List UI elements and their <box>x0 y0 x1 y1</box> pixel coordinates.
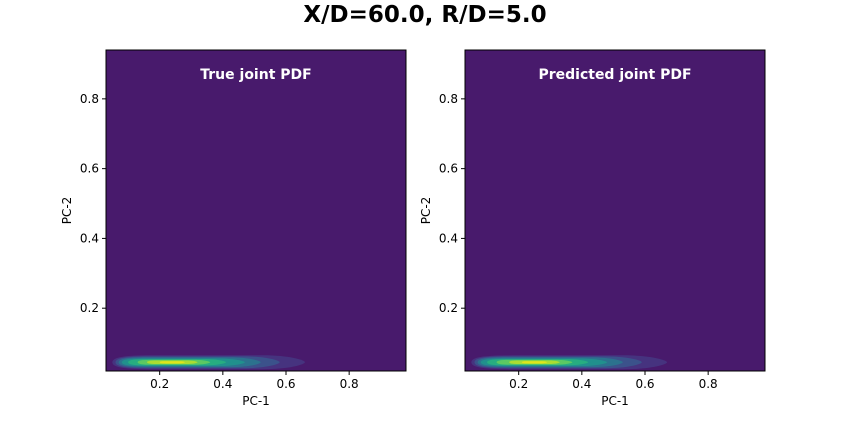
x-tick-label: 0.2 <box>509 377 528 391</box>
panel-title: True joint PDF <box>200 67 311 83</box>
x-tick-label: 0.4 <box>213 377 232 391</box>
panel-title: Predicted joint PDF <box>538 67 691 83</box>
y-axis-label: PC-2 <box>60 197 74 225</box>
y-tick-label: 0.8 <box>439 92 458 106</box>
y-tick-label: 0.2 <box>439 301 458 315</box>
y-tick-label: 0.6 <box>80 162 99 176</box>
contour-level-8 <box>159 361 185 364</box>
x-axis-label: PC-1 <box>242 394 270 408</box>
x-tick-label: 0.8 <box>340 377 359 391</box>
contour-group <box>112 355 305 370</box>
contour-level-8 <box>521 361 548 364</box>
plot-area-background <box>465 50 765 371</box>
contour-group <box>471 355 668 370</box>
figure-title: X/D=60.0, R/D=5.0 <box>303 2 547 28</box>
panel-2: Predicted joint PDF 0.2 0.4 0.6 0.8 0.2 0.4 0.6… <box>419 49 766 408</box>
x-tick-label: 0.8 <box>699 377 718 391</box>
y-tick-label: 0.8 <box>80 92 99 106</box>
y-axis-label: PC-2 <box>419 197 433 225</box>
x-tick-label: 0.6 <box>276 377 295 391</box>
plot-area-background <box>106 50 406 371</box>
axes-frame <box>464 49 766 372</box>
y-tick-label: 0.6 <box>439 162 458 176</box>
y-tick-label: 0.4 <box>439 231 458 245</box>
x-tick-label: 0.4 <box>572 377 591 391</box>
x-tick-label: 0.6 <box>635 377 654 391</box>
y-tick-label: 0.2 <box>80 301 99 315</box>
y-tick-label: 0.4 <box>80 231 99 245</box>
axes-frame <box>105 49 407 372</box>
panel-1: True joint PDF 0.2 0.4 0.6 0.8 0.2 0.4 0.6 0.8 PC… <box>60 49 407 408</box>
x-tick-label: 0.2 <box>150 377 169 391</box>
x-axis-label: PC-1 <box>601 394 629 408</box>
